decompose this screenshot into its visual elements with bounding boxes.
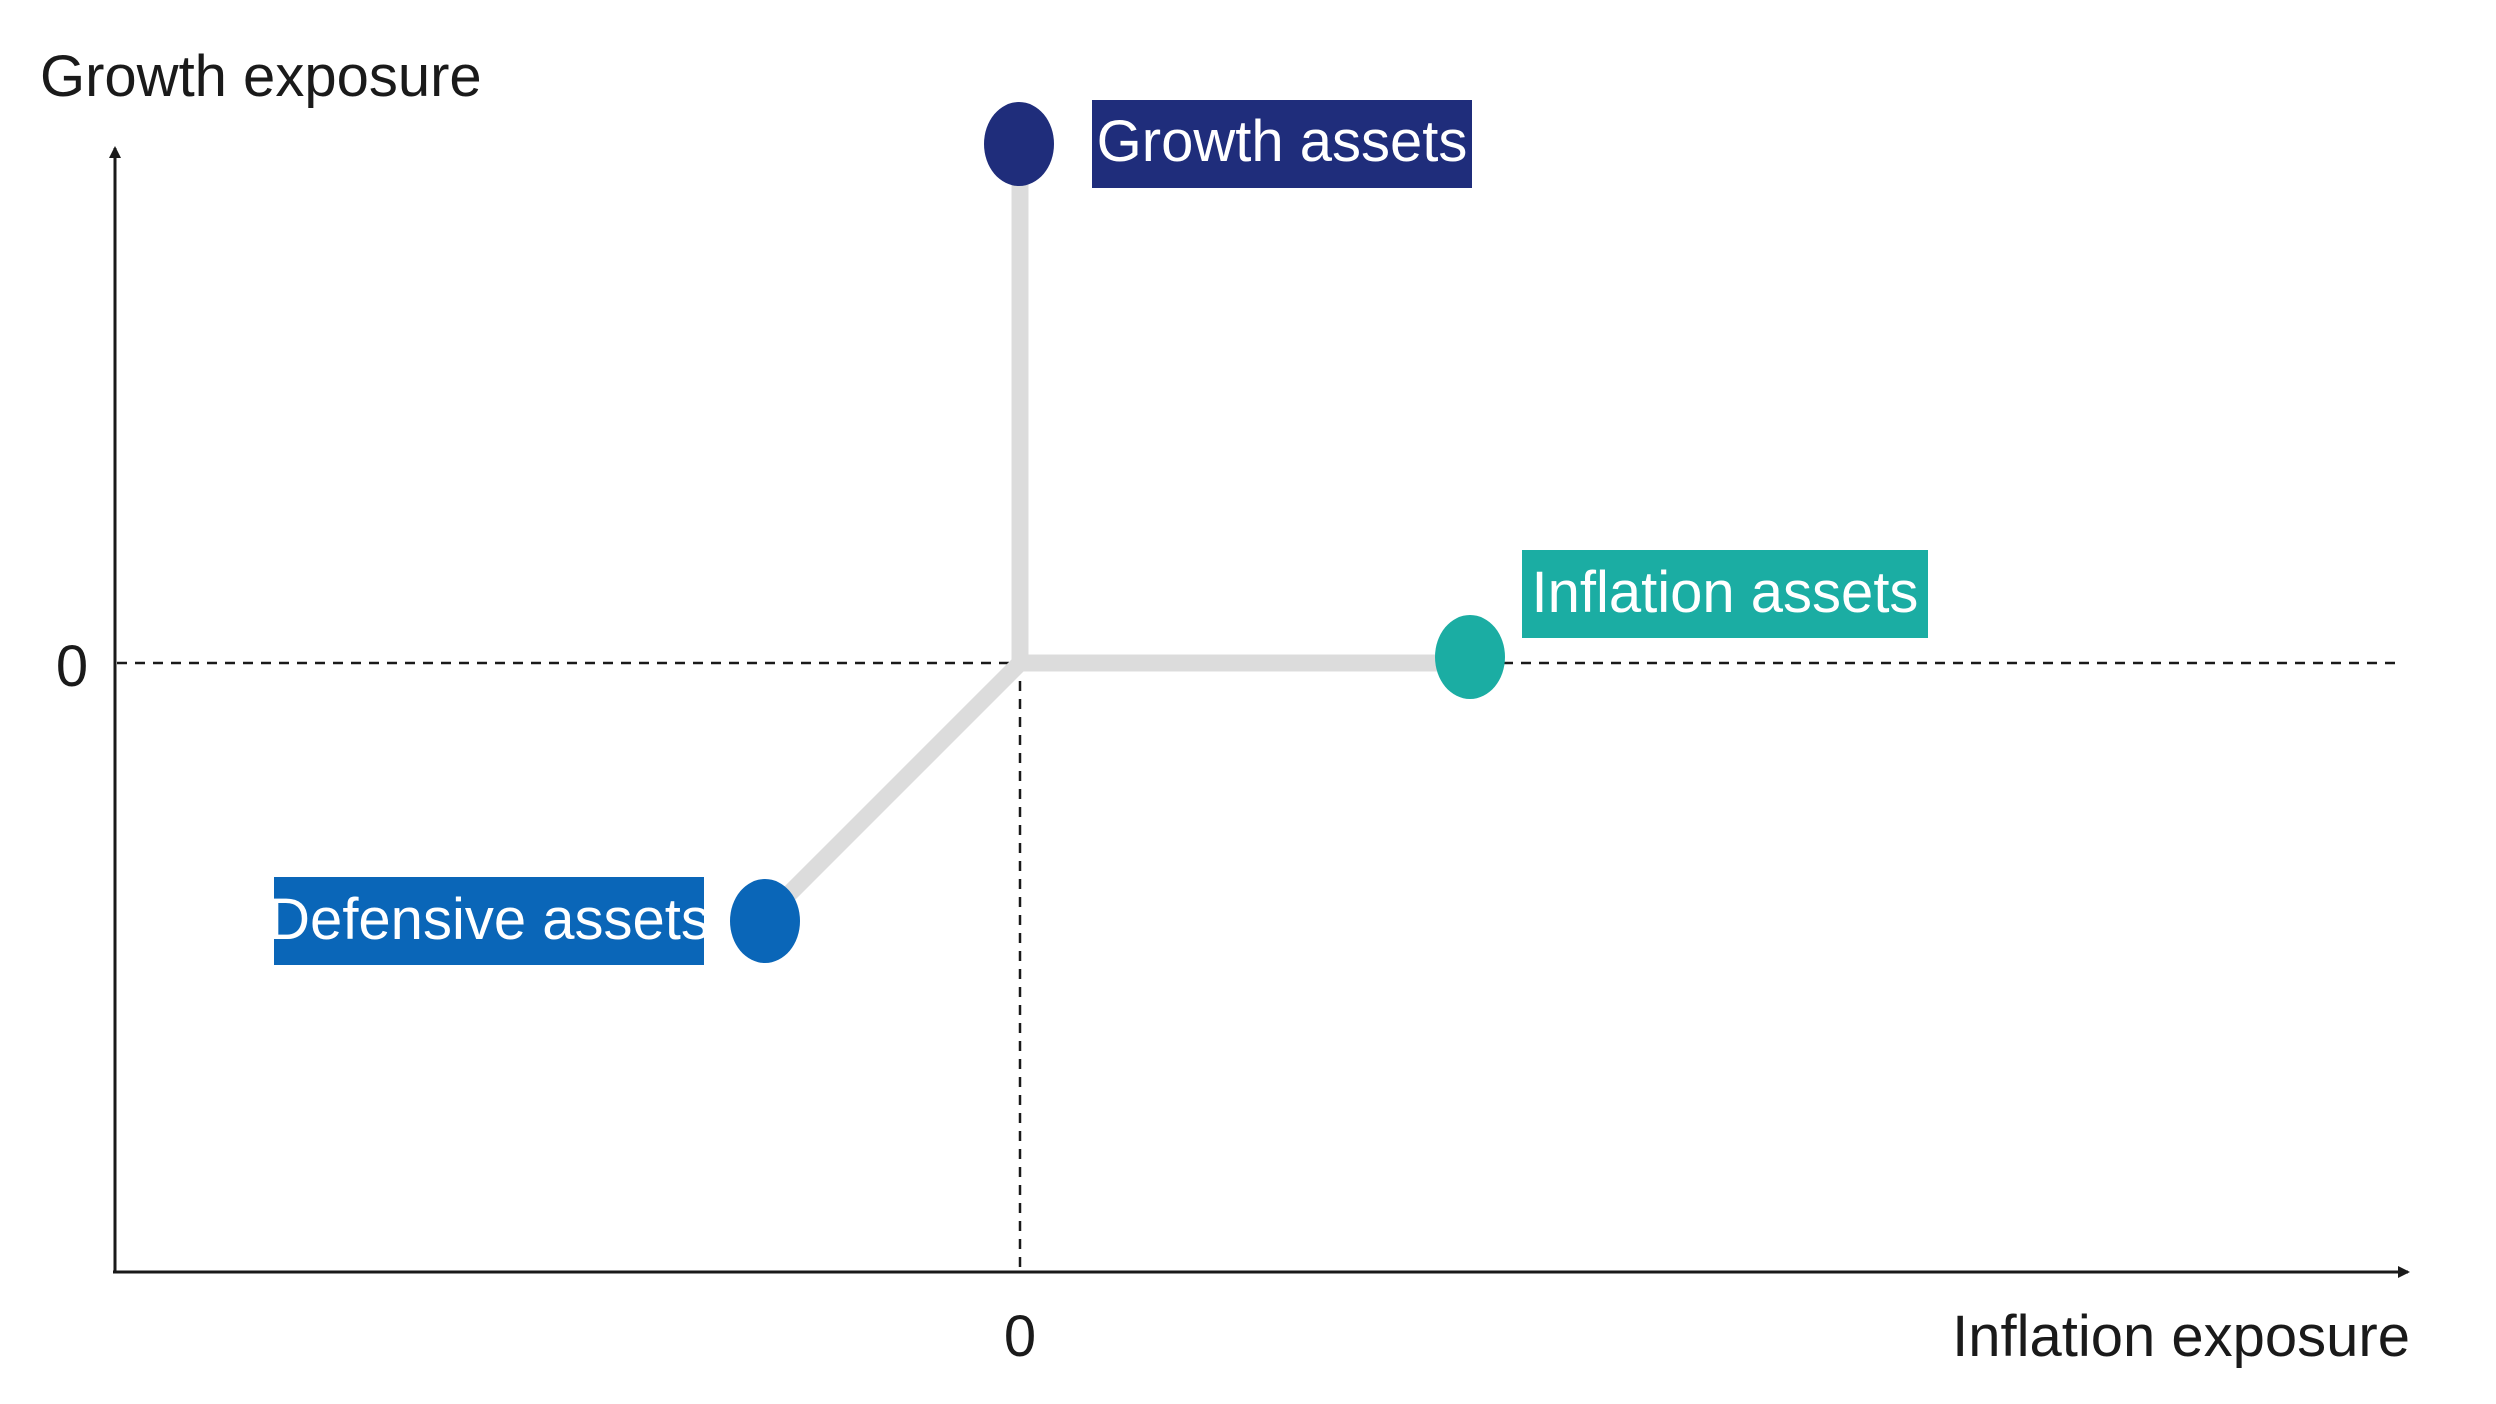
- defensive-label: Defensive assets: [268, 887, 710, 952]
- inflation-label-box: [1522, 550, 1928, 638]
- growth-label-box: [1092, 100, 1472, 188]
- defensive-label-box: [274, 877, 704, 965]
- x-axis-label: Inflation exposure: [1952, 1304, 2410, 1369]
- y-axis-label: Growth exposure: [40, 44, 482, 109]
- growth-node: [984, 102, 1054, 186]
- defensive-connector: [756, 654, 1029, 927]
- growth-label: Growth assets: [1097, 109, 1468, 174]
- defensive-node: [730, 879, 800, 963]
- x-zero-label: 0: [1004, 1304, 1036, 1369]
- y-zero-label: 0: [56, 634, 88, 699]
- inflation-node: [1435, 615, 1505, 699]
- inflation-label: Inflation assets: [1532, 560, 1919, 625]
